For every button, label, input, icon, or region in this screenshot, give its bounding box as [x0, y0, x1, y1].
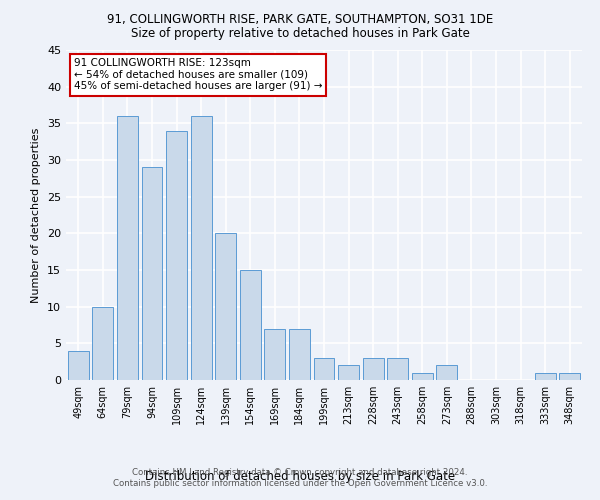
Bar	[559, 372, 580, 380]
Text: Distribution of detached houses by size in Park Gate: Distribution of detached houses by size …	[145, 470, 455, 483]
Bar	[535, 372, 556, 380]
Bar	[265, 328, 286, 380]
Bar	[92, 306, 113, 380]
Bar	[117, 116, 138, 380]
Bar	[412, 372, 433, 380]
Text: 91, COLLINGWORTH RISE, PARK GATE, SOUTHAMPTON, SO31 1DE: 91, COLLINGWORTH RISE, PARK GATE, SOUTHA…	[107, 12, 493, 26]
Bar	[387, 358, 408, 380]
Bar	[362, 358, 383, 380]
Text: 91 COLLINGWORTH RISE: 123sqm
← 54% of detached houses are smaller (109)
45% of s: 91 COLLINGWORTH RISE: 123sqm ← 54% of de…	[74, 58, 322, 92]
Bar	[240, 270, 261, 380]
Bar	[314, 358, 334, 380]
Bar	[436, 366, 457, 380]
Bar	[142, 168, 163, 380]
Y-axis label: Number of detached properties: Number of detached properties	[31, 128, 41, 302]
Bar	[191, 116, 212, 380]
Text: Size of property relative to detached houses in Park Gate: Size of property relative to detached ho…	[131, 28, 469, 40]
Bar	[338, 366, 359, 380]
Bar	[215, 234, 236, 380]
Bar	[289, 328, 310, 380]
Text: Contains HM Land Registry data © Crown copyright and database right 2024.
Contai: Contains HM Land Registry data © Crown c…	[113, 468, 487, 487]
Bar	[68, 350, 89, 380]
Bar	[166, 130, 187, 380]
